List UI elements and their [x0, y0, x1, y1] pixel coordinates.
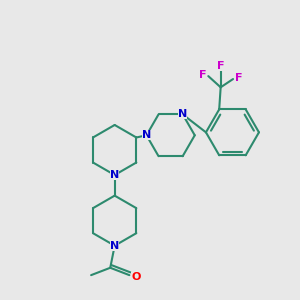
Text: F: F [199, 70, 207, 80]
Text: N: N [178, 110, 187, 119]
Text: N: N [110, 170, 119, 180]
Text: N: N [142, 130, 151, 140]
Text: F: F [235, 73, 242, 82]
Text: F: F [217, 61, 224, 71]
Text: N: N [110, 241, 119, 251]
Text: O: O [131, 272, 141, 282]
